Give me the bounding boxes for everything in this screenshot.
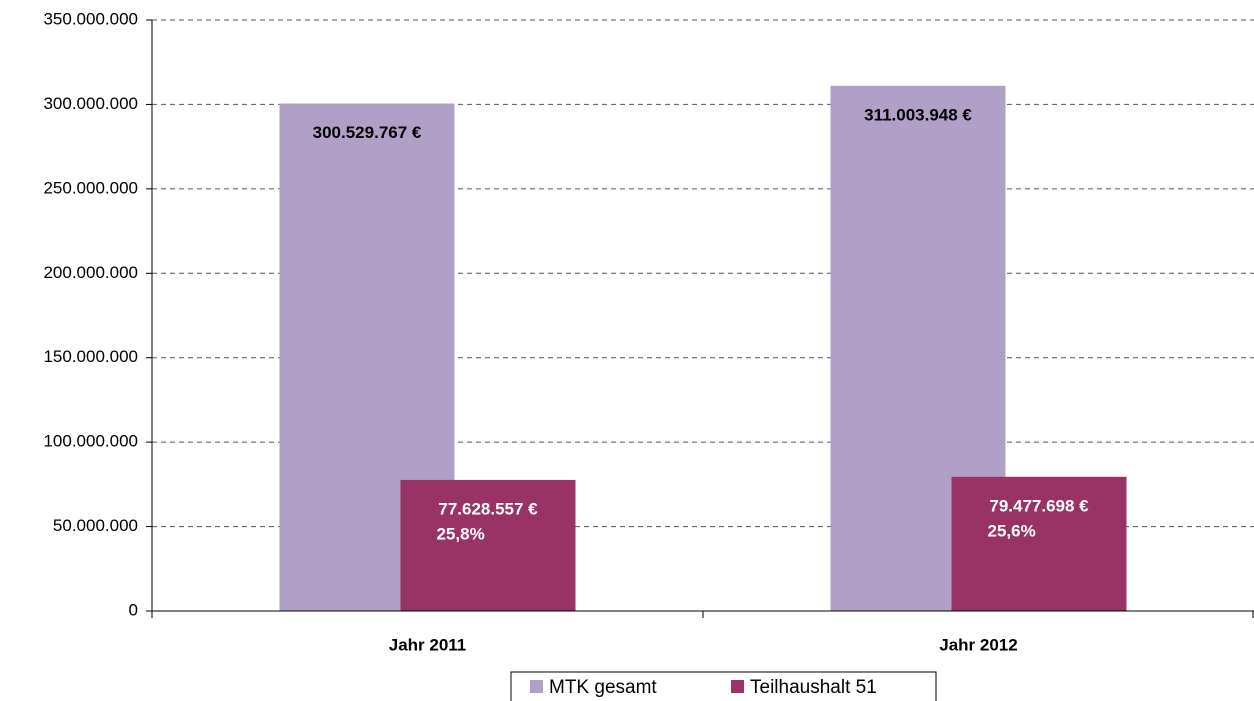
x-tick-label: Jahr 2011	[389, 635, 467, 654]
y-tick-label: 0	[129, 600, 138, 619]
bar	[951, 476, 1127, 611]
legend-label: Teilhaushalt 51	[750, 677, 877, 698]
y-tick-label: 300.000.000	[43, 94, 138, 113]
y-tick-label: 150.000.000	[43, 347, 138, 366]
y-tick-label: 350.000.000	[43, 9, 138, 28]
value-label: 77.628.557 €	[438, 499, 538, 518]
value-label: 79.477.698 €	[989, 496, 1089, 515]
percent-label: 25,8%	[437, 524, 485, 543]
legend-box	[510, 671, 937, 701]
y-tick-label: 50.000.000	[53, 516, 138, 535]
y-tick-label: 250.000.000	[43, 178, 138, 197]
x-tick-label: Jahr 2012	[939, 635, 1017, 654]
value-label: 311.003.948 €	[864, 105, 972, 124]
legend-swatch	[731, 680, 744, 693]
legend-swatch	[530, 680, 543, 693]
bar	[400, 479, 576, 611]
percent-label: 25,6%	[988, 521, 1036, 540]
value-label: 300.529.767 €	[313, 123, 422, 142]
legend-label: MTK gesamt	[549, 677, 657, 698]
y-tick-label: 100.000.000	[43, 432, 138, 451]
y-tick-label: 200.000.000	[43, 263, 138, 282]
